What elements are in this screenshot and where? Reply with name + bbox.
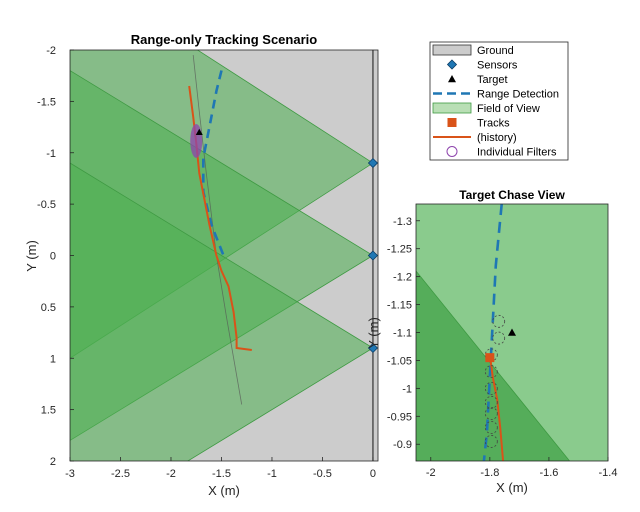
legend: Ground Sensors Target Range Detection Field … [429, 41, 569, 161]
legend-target-symbol [448, 75, 456, 83]
filter-circle-5 [484, 381, 498, 395]
chase-x-tick-label: -2 [426, 467, 436, 479]
y-tick-label: 0.5 [41, 302, 56, 314]
x-tick-label: -0.5 [313, 468, 332, 480]
range-detection-line [202, 70, 225, 256]
legend-item-label: Tracks [477, 118, 510, 130]
y-tick-label: 1 [50, 353, 56, 365]
y-tick-label: -1 [46, 148, 56, 160]
filter-circle-9 [484, 435, 498, 448]
y-tick-label: 0 [50, 251, 56, 263]
x-tick-label: -1 [267, 468, 277, 480]
track-marker [485, 353, 495, 363]
filter-circle-8 [484, 421, 498, 434]
filter-circle-6 [484, 395, 498, 409]
legend-item-label: Range Detection [477, 89, 559, 101]
chase-y-tick-label: -0.9 [393, 439, 412, 451]
legend-item-label: Sensors [477, 60, 518, 72]
main-y-label: Y (m) [24, 240, 39, 272]
legend-item-label: Individual Filters [477, 147, 557, 159]
legend-item-label: Field of View [477, 103, 540, 115]
legend-item-label: (history) [477, 132, 517, 144]
legend-item-sensor: Sensors [446, 59, 518, 72]
chase-x-tick-label: -1.4 [599, 467, 618, 479]
y-tick-label: 1.5 [41, 405, 56, 417]
chase-y-tick-label: -1.25 [387, 244, 412, 256]
main-plot: -3 -2.5 -2 -1.5 -1 -0.5 0 -2 -1.5 -1 -0.5 0 0.5 1 1.5 2… [24, 32, 379, 498]
main-x-label: X (m) [208, 483, 240, 498]
legend-item-filter: Individual Filters [446, 146, 557, 159]
legend-ground-swatch [432, 44, 472, 56]
y-tick-label: -0.5 [37, 199, 56, 211]
main-title: Range-only Tracking Scenario [131, 32, 317, 47]
chase-y-tick-label: -1.05 [387, 355, 412, 367]
legend-item-target: Target [448, 74, 508, 86]
fov-wedge-3 [70, 162, 374, 461]
target-marker [195, 128, 203, 135]
sensor-marker-2 [367, 250, 379, 261]
x-tick-label: -2 [166, 468, 176, 480]
filter-circle-7 [484, 407, 498, 420]
chase-y-tick-label: -1 [402, 383, 412, 395]
legend-item-fov: Field of View [432, 102, 540, 115]
y-tick-label: 2 [50, 456, 56, 468]
x-tick-label: -1.5 [212, 468, 231, 480]
chase-y-tick-label: -1.15 [387, 300, 412, 312]
filters-cluster [190, 123, 203, 158]
x-tick-label: -2.5 [111, 468, 130, 480]
legend-item-ground: Ground [432, 44, 514, 57]
chase-x-tick-label: -1.6 [539, 467, 558, 479]
filter-circle-2 [492, 331, 506, 345]
y-tick-label: -1.5 [37, 96, 56, 108]
chase-y-tick-label: -1.3 [393, 216, 412, 228]
legend-fov-swatch [432, 102, 472, 114]
chase-target-marker [508, 328, 516, 336]
sensor-marker-1 [367, 157, 379, 169]
sensor-marker-3 [367, 342, 379, 354]
chase-y-label: Y (m) [366, 317, 381, 349]
legend-filter-symbol [446, 146, 458, 157]
chase-x-label: X (m) [496, 480, 528, 495]
x-tick-label: 0 [370, 468, 376, 480]
legend-sensor-symbol [446, 59, 458, 70]
legend-item-label: Target [477, 74, 508, 86]
legend-item-label: Ground [477, 45, 514, 57]
chase-x-tick-label: -1.8 [480, 467, 499, 479]
chase-y-tick-label: -1.1 [393, 328, 412, 340]
chase-range-detection-line [482, 204, 503, 461]
target-truth-line [192, 55, 243, 405]
filter-circle-4 [484, 365, 498, 379]
x-tick-label: -3 [65, 468, 75, 480]
legend-item-range: Range Detection [433, 89, 559, 101]
chase-y-tick-label: -1.2 [393, 272, 412, 284]
chase-track-history-line [488, 354, 505, 461]
chase-plot: -2 -1.8 -1.6 -1.4 -1.3 -1.25 -1.2 -1.15 -1.1 -1.0… [366, 188, 617, 495]
chase-title: Target Chase View [459, 188, 565, 202]
filter-circle-1 [492, 314, 506, 328]
y-tick-label: -2 [46, 45, 56, 57]
legend-item-track: Tracks [447, 118, 510, 130]
legend-item-history: (history) [433, 132, 517, 144]
legend-track-symbol [447, 118, 457, 127]
chase-y-tick-label: -0.95 [387, 411, 412, 423]
